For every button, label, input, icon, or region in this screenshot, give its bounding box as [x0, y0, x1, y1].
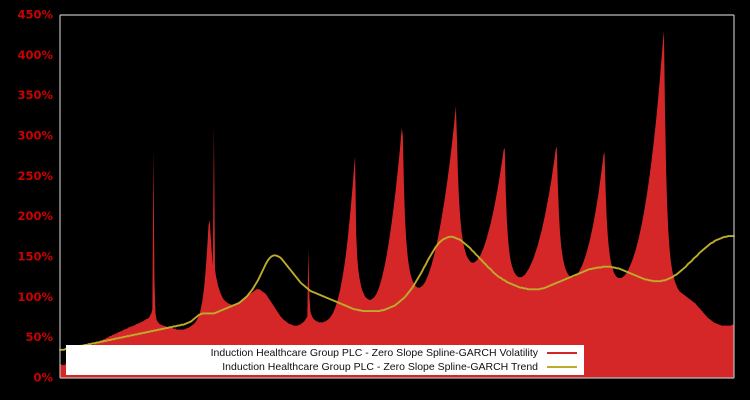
y-tick-label: 200% — [17, 209, 53, 223]
y-tick-label: 0% — [33, 371, 53, 385]
y-tick-label: 350% — [17, 88, 53, 102]
y-tick-label: 250% — [17, 169, 53, 183]
legend-item-trend: Induction Healthcare Group PLC - Zero Sl… — [67, 360, 583, 374]
volatility-series-area — [60, 31, 734, 378]
legend-item-volatility: Induction Healthcare Group PLC - Zero Sl… — [67, 346, 583, 360]
y-tick-label: 150% — [17, 250, 53, 264]
y-tick-label: 400% — [17, 48, 53, 62]
y-tick-label: 50% — [25, 330, 53, 344]
legend-label-trend: Induction Healthcare Group PLC - Zero Sl… — [222, 361, 538, 373]
chart-legend: Induction Healthcare Group PLC - Zero Sl… — [66, 345, 584, 375]
trend-series-line — [59, 235, 735, 351]
y-tick-label: 100% — [17, 290, 53, 304]
y-axis-tick-labels: 450% 400% 350% 300% 250% 200% 150% 100% … — [17, 8, 53, 385]
y-tick-label: 450% — [17, 8, 53, 22]
y-tick-label: 300% — [17, 129, 53, 143]
legend-swatch-trend-icon — [547, 366, 577, 368]
legend-swatch-volatility-icon — [547, 352, 577, 354]
legend-label-volatility: Induction Healthcare Group PLC - Zero Sl… — [210, 347, 538, 359]
plot-axes — [59, 14, 735, 379]
